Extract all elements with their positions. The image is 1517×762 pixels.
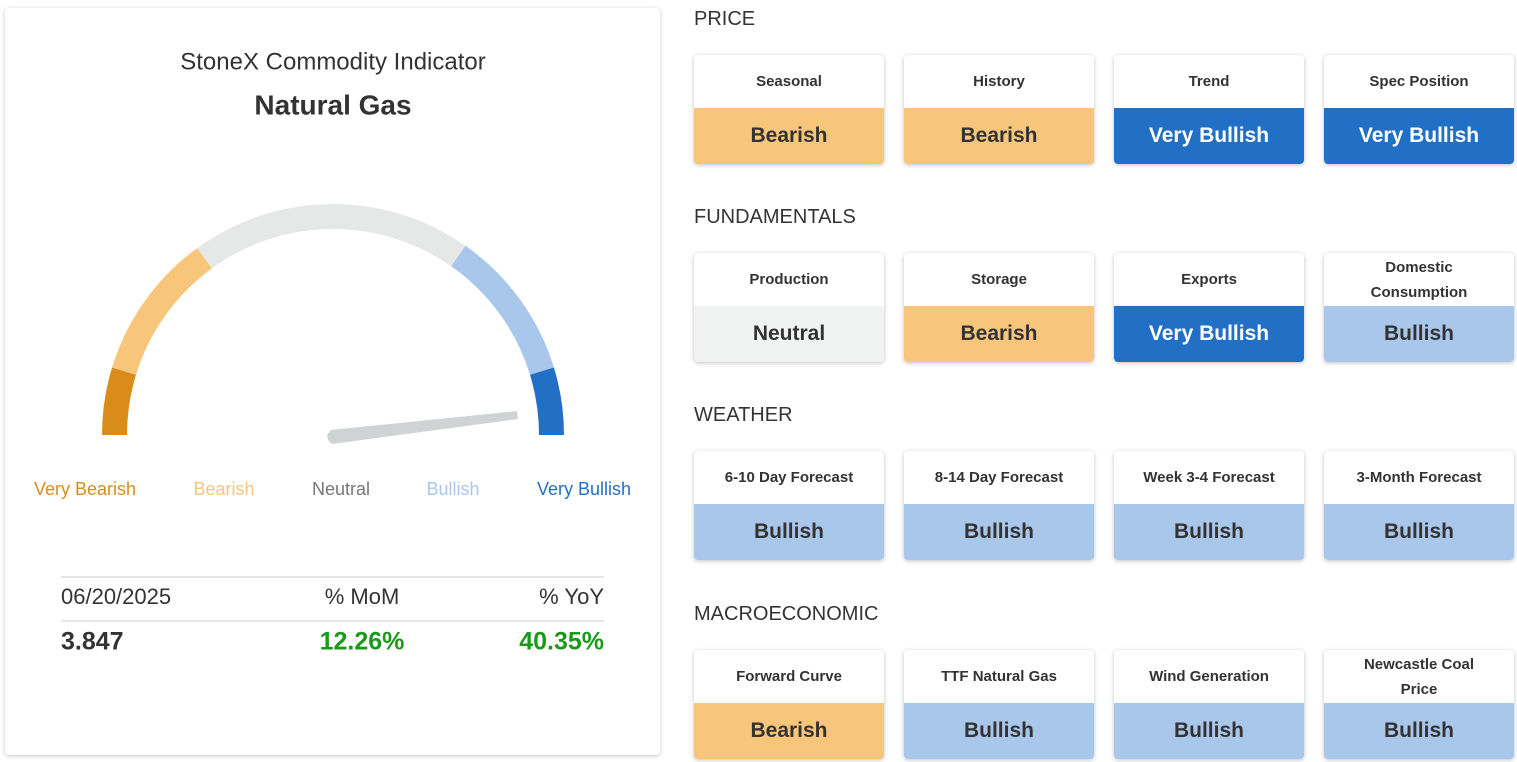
rating-card: Spec Position Very Bullish — [1324, 55, 1514, 164]
card-label: TTF Natural Gas — [941, 668, 1057, 685]
commodity-name: Natural Gas — [254, 89, 411, 120]
rating-card: Trend Very Bullish — [1114, 55, 1304, 164]
card-label: History — [973, 73, 1025, 90]
gauge-label: Very Bullish — [537, 479, 631, 499]
gauge-label: Bearish — [193, 479, 254, 499]
card-label: Week 3-4 Forecast — [1143, 469, 1275, 486]
card-label: Trend — [1188, 73, 1230, 90]
card-label: 8-14 Day Forecast — [934, 469, 1064, 486]
indicator-svg: StoneX Commodity Indicator Natural Gas V… — [34, 48, 631, 656]
card-label: Domestic Consumption — [1370, 258, 1468, 301]
card-rating: Bullish — [1324, 306, 1514, 362]
card-rating: Bearish — [694, 108, 884, 164]
rating-card: Newcastle Coal Price Bullish — [1324, 650, 1514, 759]
gauge — [102, 203, 564, 435]
gauge-segment — [197, 203, 466, 269]
card-rating: Very Bullish — [1324, 108, 1514, 164]
card-rating: Bullish — [904, 504, 1094, 560]
rating-card: Seasonal Bearish — [694, 55, 884, 164]
card-rating: Very Bullish — [1114, 108, 1304, 164]
card-label: Production — [749, 271, 829, 288]
table-value: 40.35% — [519, 628, 604, 656]
section-title: MACROECONOMIC — [694, 603, 879, 625]
card-rating: Bullish — [904, 703, 1094, 759]
section-title: FUNDAMENTALS — [694, 206, 856, 228]
card-label: Forward Curve — [736, 668, 842, 685]
table-header: % YoY — [539, 584, 604, 609]
card-rating: Bearish — [694, 703, 884, 759]
card-rating: Bullish — [694, 504, 884, 560]
card-rating: Bearish — [904, 306, 1094, 362]
rating-card: Forward Curve Bearish — [694, 650, 884, 759]
rating-card: Domestic Consumption Bullish — [1324, 253, 1514, 362]
card-label: Seasonal — [756, 73, 822, 90]
card-rating: Bullish — [1114, 504, 1304, 560]
card-rating: Bullish — [1114, 703, 1304, 759]
card-label: Exports — [1181, 271, 1237, 288]
rating-card: TTF Natural Gas Bullish — [904, 650, 1094, 759]
card-rating: Neutral — [694, 306, 884, 362]
rating-card: Week 3-4 Forecast Bullish — [1114, 451, 1304, 560]
card-label: Wind Generation — [1149, 668, 1269, 685]
card-rating: Very Bullish — [1114, 306, 1304, 362]
card-rating: Bearish — [904, 108, 1094, 164]
rating-card: 6-10 Day Forecast Bullish — [694, 451, 884, 560]
table-header: % MoM — [325, 584, 400, 609]
card-label: Spec Position — [1369, 73, 1469, 90]
card-label: Storage — [971, 271, 1027, 288]
section-title: PRICE — [694, 8, 756, 30]
rating-card: Wind Generation Bullish — [1114, 650, 1304, 759]
gauge-segment — [451, 245, 554, 375]
card-label: 3-Month Forecast — [1356, 469, 1482, 486]
gauge-label: Bullish — [426, 479, 479, 499]
rating-card: Storage Bearish — [904, 253, 1094, 362]
gauge-label: Very Bearish — [34, 479, 136, 499]
rating-card: 8-14 Day Forecast Bullish — [904, 451, 1094, 560]
table-value: 12.26% — [320, 628, 405, 656]
section-title: WEATHER — [694, 404, 793, 426]
gauge-label: Neutral — [312, 479, 370, 499]
gauge-segment — [529, 367, 564, 435]
indicator-panel: StoneX Commodity Indicator Natural Gas V… — [5, 8, 660, 755]
gauge-needle — [327, 411, 518, 444]
rating-card: Exports Very Bullish — [1114, 253, 1304, 362]
table-value: 3.847 — [61, 628, 124, 656]
card-label: Newcastle Coal Price — [1363, 655, 1475, 698]
rating-card: Production Neutral — [694, 253, 884, 362]
rating-card: History Bearish — [904, 55, 1094, 164]
card-label: 6-10 Day Forecast — [724, 469, 854, 486]
rating-card: 3-Month Forecast Bullish — [1324, 451, 1514, 560]
card-rating: Bullish — [1324, 504, 1514, 560]
table-header: 06/20/2025 — [61, 584, 171, 609]
gauge-segment — [112, 248, 212, 375]
gauge-segment — [102, 367, 137, 435]
card-rating: Bullish — [1324, 703, 1514, 759]
panel-title: StoneX Commodity Indicator — [180, 48, 485, 75]
